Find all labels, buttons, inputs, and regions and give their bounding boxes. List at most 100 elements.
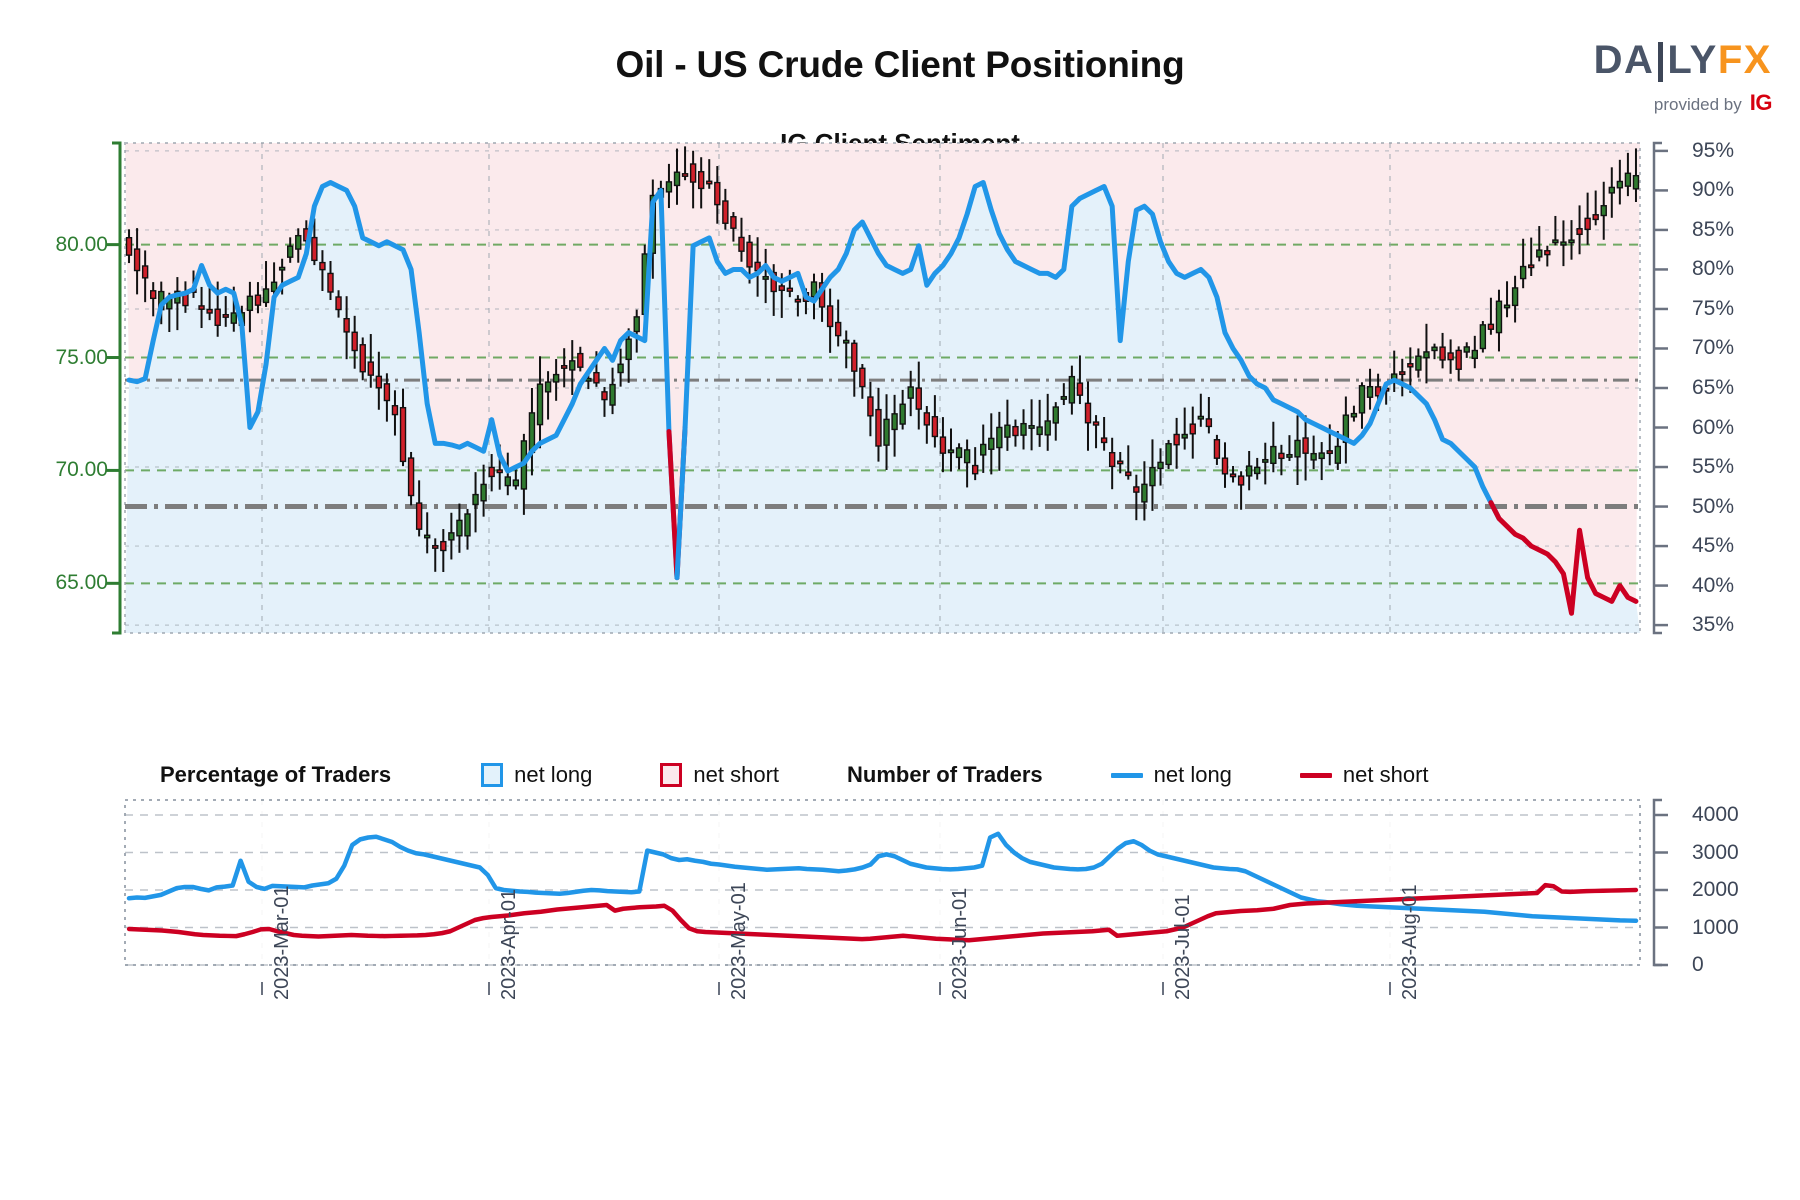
candle-body xyxy=(1624,172,1632,187)
candle-body xyxy=(1084,402,1092,424)
candle-body xyxy=(351,331,358,352)
price-axis-spine xyxy=(112,141,122,635)
price-axis-tick-label: 80.00 xyxy=(55,232,108,256)
candle-body xyxy=(1552,239,1559,244)
logo-wordmark: DA LY FX xyxy=(1594,38,1772,82)
candle-body xyxy=(1004,424,1011,438)
candle-body xyxy=(1254,466,1261,475)
candle-body xyxy=(1399,371,1406,376)
logo-daily-part2: LY xyxy=(1667,38,1718,82)
candle-body xyxy=(673,171,681,187)
candle-body xyxy=(1213,439,1221,459)
candle-body xyxy=(1310,452,1317,461)
candle-body xyxy=(206,308,213,314)
dailyfx-logo[interactable]: DA LY FX provided by IG xyxy=(1594,38,1773,116)
date-axis-tick-label: 2023-Jul-01 xyxy=(1172,894,1194,1000)
date-axis-tick-label: 2023-Mar-01 xyxy=(271,885,293,1000)
candle-body xyxy=(1592,214,1599,221)
legend-item-num-net-long[interactable]: net long xyxy=(1110,762,1232,788)
candle-body xyxy=(834,321,842,337)
candle-body xyxy=(1560,241,1567,246)
candle-body xyxy=(746,241,753,268)
candle-body xyxy=(988,437,995,450)
candle-body xyxy=(512,479,520,487)
candle-body xyxy=(440,540,447,552)
candle-body xyxy=(1229,473,1237,478)
candle-body xyxy=(980,443,987,456)
candle-body xyxy=(1262,458,1269,463)
candle-body xyxy=(1060,395,1068,400)
candle-body xyxy=(327,272,334,293)
candle-body xyxy=(544,381,552,393)
candle-body xyxy=(923,412,931,426)
candle-body xyxy=(899,403,906,425)
legend-item-pct-net-long[interactable]: net long xyxy=(481,762,592,788)
percent-axis-tick-label: 45% xyxy=(1692,534,1735,558)
sentiment-line-net-long xyxy=(126,180,680,581)
candle-body xyxy=(407,457,415,497)
candle-body xyxy=(1358,385,1366,414)
candle-body xyxy=(311,236,318,262)
candle-body xyxy=(738,236,745,252)
count-axis-tick-label: 1000 xyxy=(1692,915,1739,939)
candle-body xyxy=(448,532,455,541)
percent-axis-tick-label: 90% xyxy=(1692,178,1735,202)
candle-body xyxy=(826,305,834,328)
candle-body xyxy=(1584,217,1591,231)
candle-body xyxy=(714,181,721,206)
candle-body xyxy=(1068,375,1076,404)
candle-body xyxy=(1125,471,1132,477)
candle-body xyxy=(415,502,423,530)
candle-body xyxy=(1455,349,1462,370)
candle-body xyxy=(560,364,568,369)
candle-body xyxy=(214,308,221,326)
candle-body xyxy=(1471,349,1479,360)
candle-body xyxy=(569,360,576,371)
candle-body xyxy=(722,200,729,224)
candle-body xyxy=(778,285,785,292)
candle-body xyxy=(1133,486,1140,493)
percent-axis-tick-label: 80% xyxy=(1692,257,1735,281)
candle-body xyxy=(947,449,955,454)
candle-body xyxy=(1431,346,1438,352)
candle-body xyxy=(504,476,511,487)
candle-body xyxy=(593,371,600,384)
candle-body xyxy=(1439,346,1446,361)
candle-body xyxy=(1173,433,1180,446)
candle-body xyxy=(1181,433,1188,439)
legend-item-num-net-short[interactable]: net short xyxy=(1299,762,1429,788)
candle-body xyxy=(222,313,229,318)
legend-label-num-net-long: net long xyxy=(1153,762,1232,787)
candle-body xyxy=(399,406,407,463)
candle-body xyxy=(1092,421,1100,426)
candle-body xyxy=(1616,180,1624,189)
candle-body xyxy=(1511,287,1519,307)
candle-body xyxy=(1302,437,1309,454)
candle-body xyxy=(1334,445,1342,464)
candle-body xyxy=(456,519,463,537)
candle-body xyxy=(786,287,794,292)
net-short-region xyxy=(125,143,1640,614)
candle-body xyxy=(939,436,947,454)
candle-body xyxy=(810,281,818,298)
candle-body xyxy=(1519,265,1527,280)
percent-axis-tick-label: 50% xyxy=(1692,494,1735,518)
page-title: Oil - US Crude Client Positioning xyxy=(615,44,1185,85)
legend-item-pct-net-short[interactable]: net short xyxy=(660,762,779,788)
candle-body xyxy=(1157,461,1164,470)
percent-axis-tick-label: 35% xyxy=(1692,613,1735,637)
candle-body xyxy=(1294,439,1301,458)
candle-body xyxy=(1036,426,1043,436)
percent-axis-tick-label: 75% xyxy=(1692,296,1735,320)
candle-body xyxy=(1108,452,1116,468)
candle-body xyxy=(480,483,487,502)
main-plot-frame xyxy=(124,142,1641,634)
date-axis-tick-label: 2023-Jun-01 xyxy=(949,887,971,1000)
legend-label-num-net-short: net short xyxy=(1342,762,1429,787)
candle-body xyxy=(609,383,616,406)
candle-body xyxy=(464,513,471,537)
percent-axis-labels: 95% 90% 85% 80% 75% 70% 65% 60% 55% 50% 45% 40% 35% xyxy=(1692,0,1800,1200)
logo-ig-brand: IG xyxy=(1749,90,1773,115)
percent-axis-tick-label: 60% xyxy=(1692,415,1735,439)
candle-body xyxy=(1286,453,1293,458)
